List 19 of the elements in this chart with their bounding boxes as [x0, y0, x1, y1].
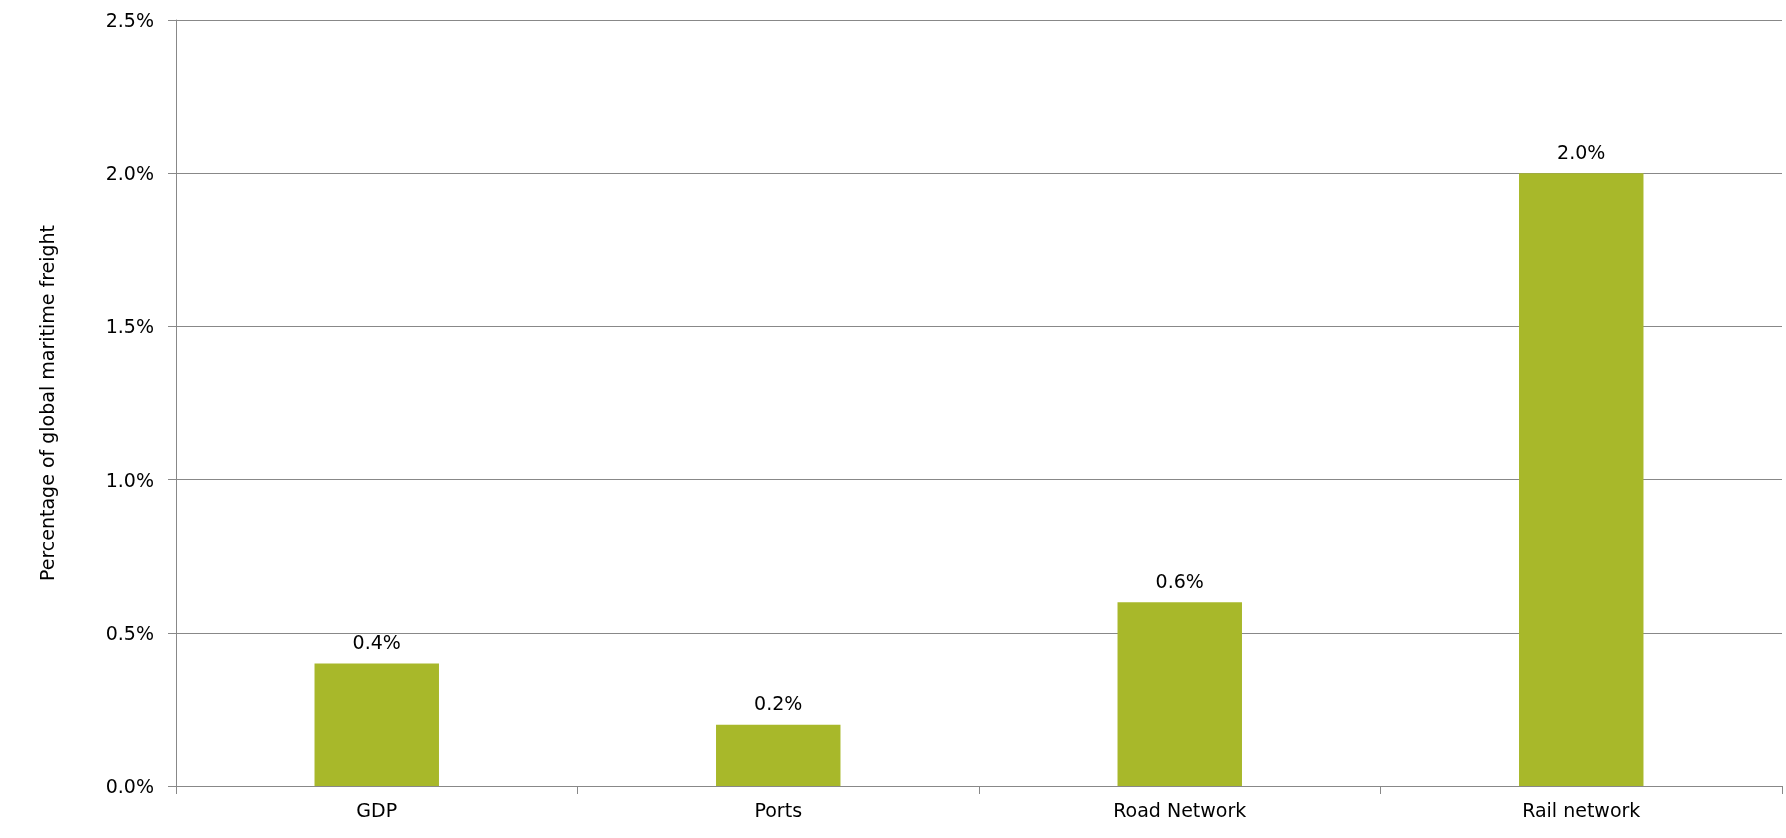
- data-label: 0.6%: [1155, 569, 1204, 592]
- data-label: 2.0%: [1557, 140, 1606, 163]
- bar: [716, 724, 841, 786]
- bar: [1117, 602, 1242, 786]
- y-tick-label: 0.0%: [105, 775, 154, 797]
- y-axis-title: Percentage of global maritime freight: [35, 224, 58, 582]
- x-tick-label: GDP: [356, 798, 398, 821]
- y-tick-label: 1.5%: [105, 315, 154, 338]
- x-tick-label: Road Network: [1113, 798, 1247, 821]
- bar: [314, 663, 439, 786]
- y-tick-label: 0.5%: [105, 621, 154, 644]
- data-label: 0.2%: [754, 692, 803, 715]
- y-tick-label: 1.0%: [105, 468, 154, 491]
- y-tick-label: 2.5%: [105, 9, 154, 31]
- x-tick-label: Rail network: [1522, 798, 1641, 821]
- y-tick-label: 2.0%: [105, 162, 154, 185]
- bar: [1519, 173, 1644, 786]
- x-tick-label: Ports: [754, 798, 803, 821]
- data-label: 0.4%: [352, 630, 401, 653]
